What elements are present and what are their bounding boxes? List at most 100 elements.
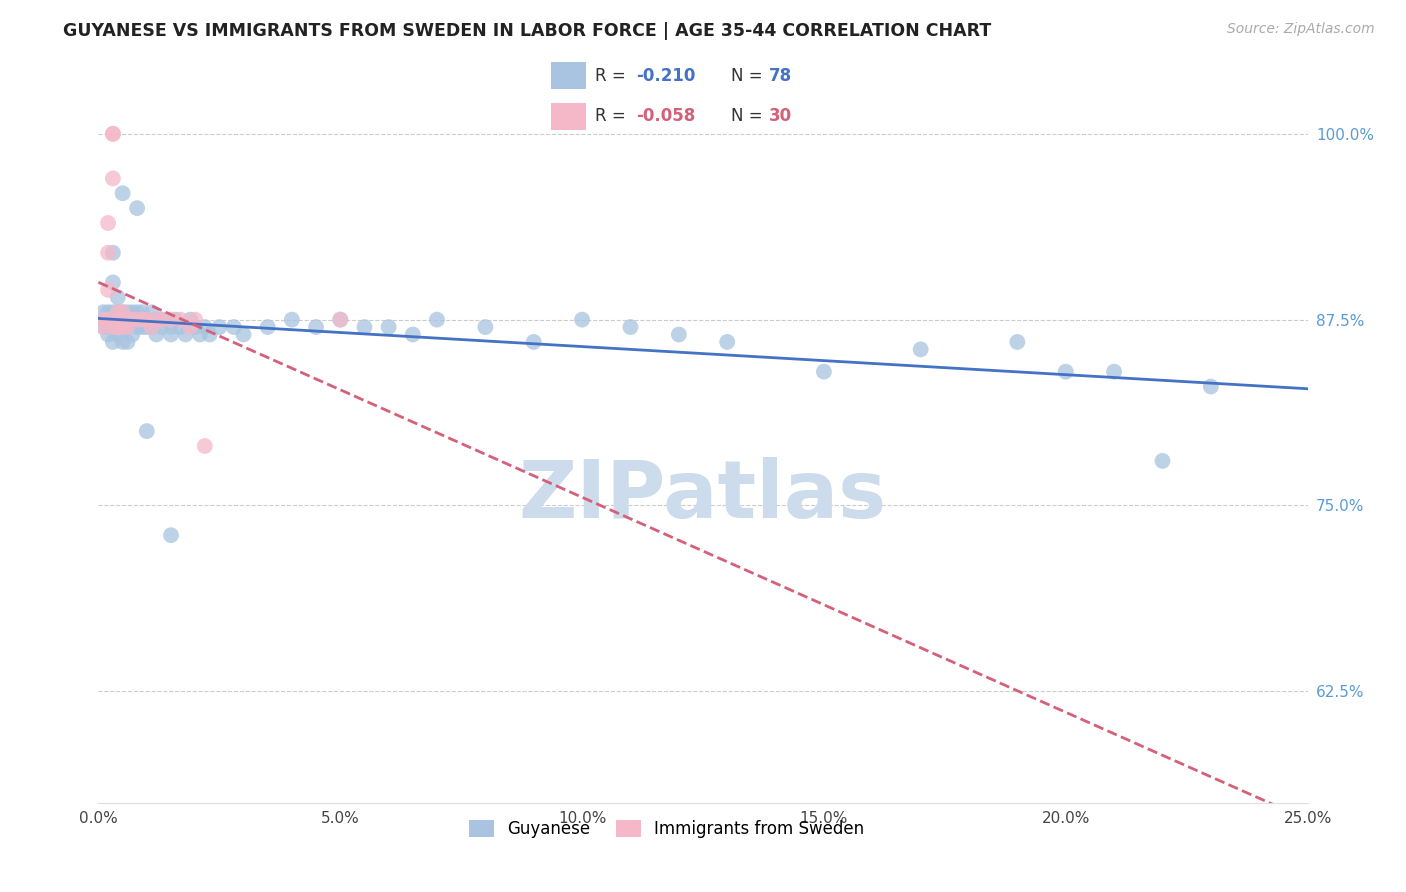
Text: 78: 78 <box>769 67 792 85</box>
Point <box>150 312 173 326</box>
Point <box>107 312 129 326</box>
Point <box>127 305 149 319</box>
Point <box>91 320 114 334</box>
Point <box>141 320 163 334</box>
Text: GUYANESE VS IMMIGRANTS FROM SWEDEN IN LABOR FORCE | AGE 35-44 CORRELATION CHART: GUYANESE VS IMMIGRANTS FROM SWEDEN IN LA… <box>63 22 991 40</box>
Point <box>523 334 546 349</box>
Point <box>1199 379 1222 393</box>
Point <box>97 305 120 319</box>
Point <box>198 327 221 342</box>
Point <box>117 320 139 334</box>
Point <box>1054 365 1077 379</box>
Point <box>107 312 129 326</box>
Point <box>305 320 328 334</box>
Point <box>174 327 197 342</box>
Point <box>111 186 134 201</box>
Text: N =: N = <box>731 107 762 125</box>
Point <box>121 327 143 342</box>
Point <box>155 312 177 326</box>
Point <box>160 312 183 326</box>
Point <box>101 334 124 349</box>
Point <box>111 320 134 334</box>
Point <box>131 312 153 326</box>
Point <box>145 312 167 326</box>
Text: R =: R = <box>595 107 626 125</box>
Point <box>101 245 124 260</box>
Point <box>1102 365 1125 379</box>
Point <box>127 320 149 334</box>
Point <box>329 312 352 326</box>
Legend: Guyanese, Immigrants from Sweden: Guyanese, Immigrants from Sweden <box>463 813 870 845</box>
Text: R =: R = <box>595 67 626 85</box>
Point <box>97 312 120 326</box>
Point <box>194 439 217 453</box>
Point <box>179 320 201 334</box>
Point <box>1152 454 1174 468</box>
Point <box>426 312 449 326</box>
Point <box>165 312 187 326</box>
Point <box>668 327 690 342</box>
Point <box>222 320 245 334</box>
Point <box>97 320 120 334</box>
Point <box>150 312 173 326</box>
Point <box>910 343 932 357</box>
Point <box>716 334 738 349</box>
Point <box>97 327 120 342</box>
Text: ZIPatlas: ZIPatlas <box>519 457 887 535</box>
Point <box>121 312 143 326</box>
Point <box>402 327 425 342</box>
Point <box>619 320 641 334</box>
Point <box>101 127 124 141</box>
Point <box>377 320 399 334</box>
Point <box>101 305 124 319</box>
Point <box>169 312 191 326</box>
Point <box>107 320 129 334</box>
Point <box>135 320 157 334</box>
Point <box>101 320 124 334</box>
Point <box>131 305 153 319</box>
Point <box>184 312 207 326</box>
Point <box>91 312 114 326</box>
Bar <box>551 62 586 89</box>
Text: -0.058: -0.058 <box>637 107 696 125</box>
Point <box>117 334 139 349</box>
Point <box>101 127 124 141</box>
Point <box>1007 334 1029 349</box>
Bar <box>551 103 586 130</box>
Point <box>127 201 149 215</box>
Point <box>160 327 183 342</box>
Point <box>135 312 157 326</box>
Point <box>194 320 217 334</box>
Point <box>117 312 139 326</box>
Point <box>97 245 120 260</box>
Point <box>107 327 129 342</box>
Point <box>91 305 114 319</box>
Point <box>188 327 211 342</box>
Point <box>179 312 201 326</box>
Point <box>97 283 120 297</box>
Point <box>571 312 593 326</box>
Point <box>329 312 352 326</box>
Point <box>117 305 139 319</box>
Point <box>117 312 139 326</box>
Point <box>184 320 207 334</box>
Point <box>281 312 304 326</box>
Point <box>101 320 124 334</box>
Point <box>256 320 278 334</box>
Text: -0.210: -0.210 <box>637 67 696 85</box>
Point <box>353 320 375 334</box>
Point <box>91 320 114 334</box>
Point <box>111 305 134 319</box>
Point <box>160 320 183 334</box>
Point <box>145 327 167 342</box>
Point <box>97 312 120 326</box>
Text: 30: 30 <box>769 107 792 125</box>
Point <box>160 528 183 542</box>
Point <box>107 305 129 319</box>
Point <box>101 171 124 186</box>
Point <box>107 290 129 304</box>
Text: N =: N = <box>731 67 762 85</box>
Point <box>150 320 173 334</box>
Point <box>141 320 163 334</box>
Point <box>97 216 120 230</box>
